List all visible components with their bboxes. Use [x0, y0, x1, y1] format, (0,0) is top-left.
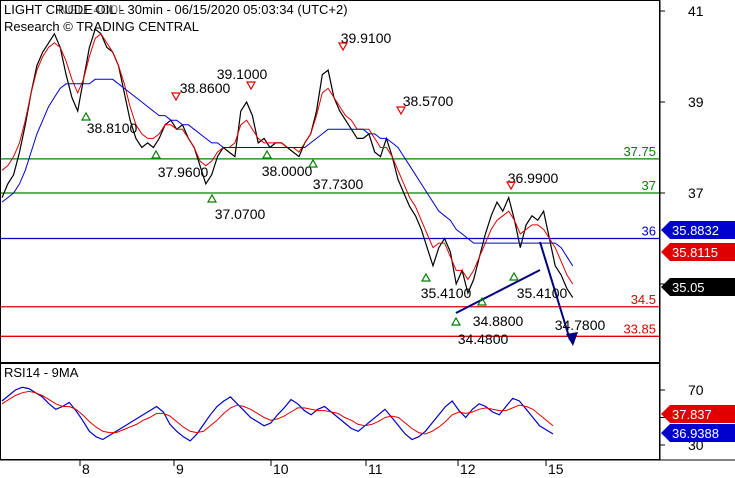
level-label-3: 34.5 — [631, 292, 656, 307]
high-marker-2 — [245, 81, 257, 91]
x-axis-labels: 8 9 10 11 12 15 — [79, 460, 564, 477]
low-marker-6 — [206, 193, 218, 203]
level-label-2: 36 — [642, 224, 656, 239]
level-label-0: 37.75 — [623, 144, 656, 159]
annotation-label-8: 37.7300 — [313, 176, 364, 192]
low-marker-0 — [80, 111, 92, 121]
low-marker-5 — [150, 149, 162, 159]
low-marker-10 — [420, 272, 432, 282]
x-tick-label-2: 10 — [273, 461, 289, 477]
trend-lines-layer — [455, 241, 578, 346]
price-y-tick-label-2: 39 — [688, 94, 704, 110]
x-tick-label-4: 12 — [460, 461, 476, 477]
chart-subtitle: Research © TRADING CENTRAL — [4, 19, 199, 34]
price-badge-2-bg — [661, 278, 735, 296]
low-marker-7 — [261, 149, 273, 159]
rsi-y-tick-label-2: 70 — [688, 382, 704, 398]
trend-arrow-head — [566, 332, 578, 346]
high-marker-9 — [505, 181, 517, 191]
support-resistance-levels: 37.75 37 36 34.5 33.85 — [1, 144, 659, 337]
annotation-label-11: 35.4100 — [517, 285, 568, 301]
annotation-label-9: 36.9900 — [508, 170, 559, 186]
high-marker-4 — [395, 106, 407, 116]
trend-line-up — [455, 269, 541, 314]
price-badge-0-text: 35.8832 — [672, 223, 719, 238]
annotation-label-10: 35.4100 — [421, 285, 472, 301]
rsi-badge-1-text: 36.9388 — [672, 426, 719, 441]
rsi-badge-0-text: 37.837 — [672, 407, 712, 422]
price-badge-2-text: 35.05 — [672, 280, 705, 295]
level-label-1: 37 — [642, 178, 656, 193]
x-tick-label-1: 9 — [176, 461, 184, 477]
annotation-label-13: 34.4800 — [458, 331, 509, 347]
x-tick-label-5: 15 — [548, 461, 564, 477]
rsi-panel-title: RSI14 - 9MA — [4, 365, 79, 380]
annotation-label-1: 38.8600 — [180, 80, 231, 96]
price-series-line-2 — [1, 78, 574, 267]
annotation-label-5: 37.9600 — [158, 164, 209, 180]
price-badge-1-text: 35.8115 — [672, 245, 718, 260]
trend-line-down — [539, 241, 571, 341]
rsi-series-layer — [1, 386, 554, 442]
x-tick-label-3: 11 — [368, 461, 383, 477]
price-badge-0-bg — [661, 221, 735, 239]
price-y-tick-label-1: 37 — [688, 185, 704, 201]
price-panel-frame — [0, 0, 660, 363]
high-marker-3 — [337, 42, 349, 52]
annotation-label-4: 38.5700 — [403, 93, 454, 109]
rsi-badge-1-bg — [661, 424, 735, 442]
x-tick-label-0: 8 — [82, 461, 90, 477]
annotation-label-2: 39.1000 — [217, 66, 268, 82]
annotation-label-3: 39.9100 — [341, 30, 392, 46]
annotation-label-0: 38.8100 — [87, 120, 138, 136]
high-marker-1 — [170, 92, 182, 102]
level-label-4: 33.85 — [623, 321, 656, 336]
symbol-overlay: NGLE4O0L — [58, 2, 125, 17]
chart-title: LIGHT CRUDE OIL - 30min - 06/15/2020 05:… — [4, 2, 348, 17]
price-series-layer — [1, 28, 574, 298]
annotation-label-7: 38.0000 — [262, 163, 313, 179]
price-y-tick-label-3: 41 — [688, 3, 704, 19]
annotation-label-12: 34.8800 — [473, 313, 524, 329]
value-badges: 35.8832 35.8115 35.05 37.837 36.9388 — [661, 221, 735, 442]
rsi-series-line-1 — [1, 390, 554, 435]
low-marker-12 — [476, 296, 488, 306]
low-marker-11 — [508, 271, 520, 281]
low-marker-8 — [307, 158, 319, 168]
price-badge-1-bg — [661, 243, 735, 261]
annotation-label-14: 34.7800 — [555, 317, 606, 333]
low-marker-13 — [450, 316, 462, 326]
rsi-badge-0-bg — [661, 405, 735, 423]
annotation-label-6: 37.0700 — [215, 206, 266, 222]
